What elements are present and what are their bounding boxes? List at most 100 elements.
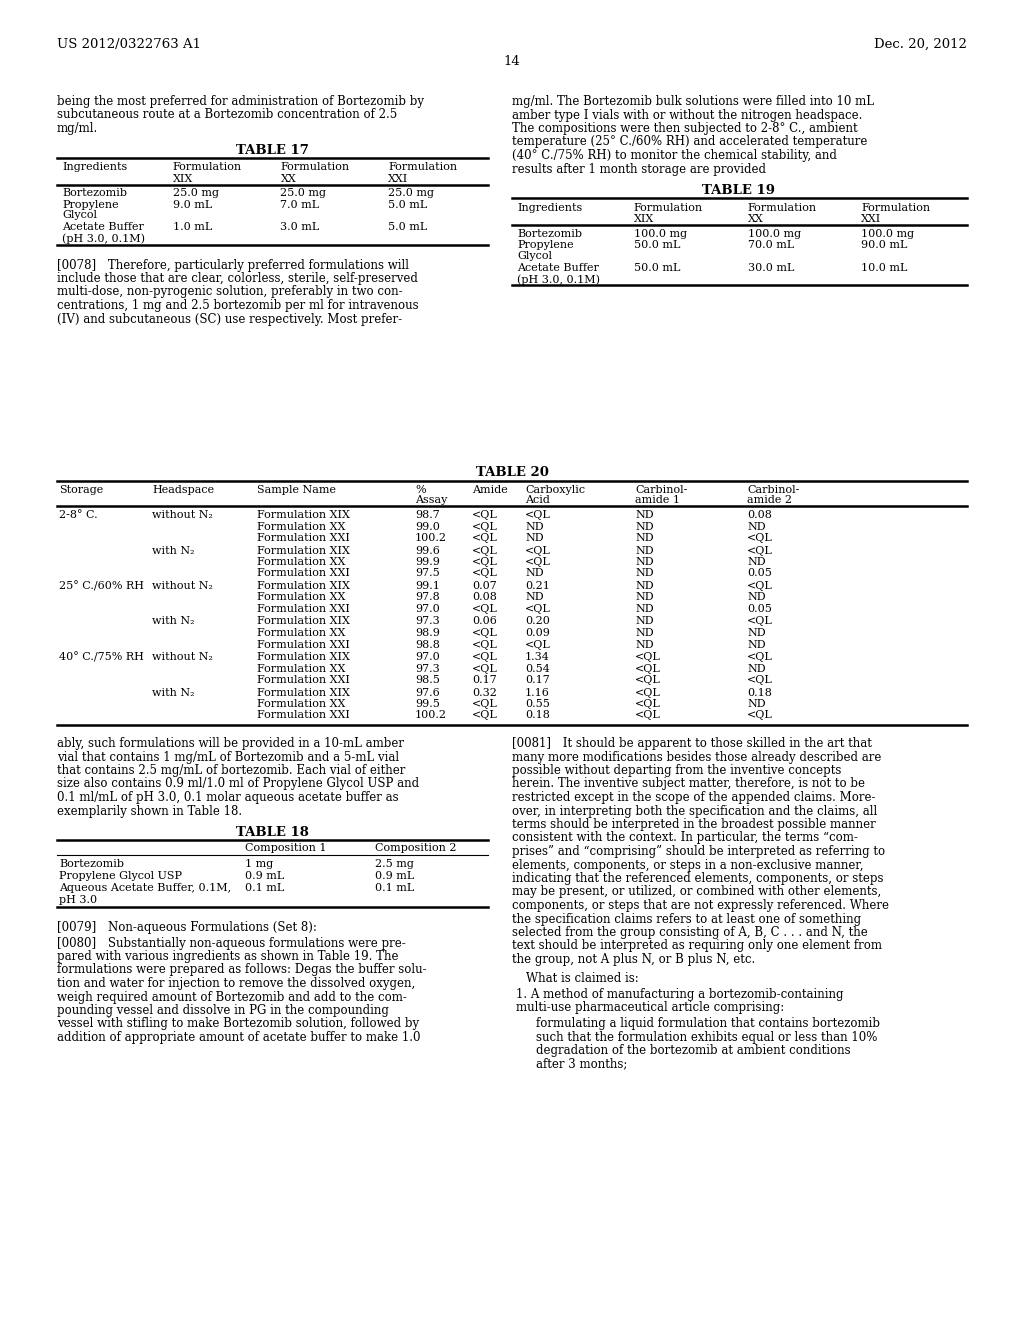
Text: %: % — [415, 484, 426, 495]
Text: 97.0: 97.0 — [415, 605, 439, 614]
Text: weigh required amount of Bortezomib and add to the com-: weigh required amount of Bortezomib and … — [57, 990, 407, 1003]
Text: 97.3: 97.3 — [415, 616, 439, 627]
Text: 1. A method of manufacturing a bortezomib-containing: 1. A method of manufacturing a bortezomi… — [516, 987, 844, 1001]
Text: <QL: <QL — [525, 557, 551, 568]
Text: mg/ml.: mg/ml. — [57, 121, 98, 135]
Text: may be present, or utilized, or combined with other elements,: may be present, or utilized, or combined… — [512, 886, 882, 899]
Text: US 2012/0322763 A1: US 2012/0322763 A1 — [57, 38, 201, 51]
Text: amide 1: amide 1 — [635, 495, 680, 506]
Text: <QL: <QL — [635, 688, 660, 697]
Text: Headspace: Headspace — [152, 484, 214, 495]
Text: pounding vessel and dissolve in PG in the compounding: pounding vessel and dissolve in PG in th… — [57, 1005, 389, 1016]
Text: size also contains 0.9 ml/1.0 ml of Propylene Glycol USP and: size also contains 0.9 ml/1.0 ml of Prop… — [57, 777, 419, 791]
Text: ND: ND — [635, 593, 653, 602]
Text: Dec. 20, 2012: Dec. 20, 2012 — [874, 38, 967, 51]
Text: 50.0 mL: 50.0 mL — [634, 240, 680, 249]
Text: <QL: <QL — [635, 652, 660, 663]
Text: XIX: XIX — [173, 173, 193, 183]
Text: 0.9 mL: 0.9 mL — [245, 871, 285, 880]
Text: <QL: <QL — [472, 545, 498, 556]
Text: many more modifications besides those already described are: many more modifications besides those al… — [512, 751, 882, 763]
Text: 1.16: 1.16 — [525, 688, 550, 697]
Text: 100.2: 100.2 — [415, 533, 447, 543]
Text: XXI: XXI — [388, 173, 409, 183]
Text: XXI: XXI — [861, 214, 882, 224]
Text: 0.55: 0.55 — [525, 700, 550, 709]
Text: Formulation: Formulation — [634, 203, 702, 213]
Text: ND: ND — [635, 628, 653, 638]
Text: Formulation: Formulation — [861, 203, 931, 213]
Text: Ingredients: Ingredients — [517, 203, 583, 213]
Text: <QL: <QL — [525, 605, 551, 614]
Text: after 3 months;: after 3 months; — [536, 1057, 628, 1071]
Text: indicating that the referenced elements, components, or steps: indicating that the referenced elements,… — [512, 873, 884, 884]
Text: <QL: <QL — [472, 710, 498, 721]
Text: What is claimed is:: What is claimed is: — [526, 973, 639, 986]
Text: vessel with stifling to make Bortezomib solution, followed by: vessel with stifling to make Bortezomib … — [57, 1018, 419, 1031]
Text: ND: ND — [525, 521, 544, 532]
Text: 14: 14 — [504, 55, 520, 69]
Text: 5.0 mL: 5.0 mL — [388, 223, 427, 232]
Text: selected from the group consisting of A, B, C . . . and N, the: selected from the group consisting of A,… — [512, 927, 867, 939]
Text: <QL: <QL — [635, 664, 660, 673]
Text: 1 mg: 1 mg — [245, 859, 273, 869]
Text: Propylene: Propylene — [62, 199, 119, 210]
Text: Acid: Acid — [525, 495, 550, 506]
Text: 99.0: 99.0 — [415, 521, 440, 532]
Text: 0.54: 0.54 — [525, 664, 550, 673]
Text: Carboxylic: Carboxylic — [525, 484, 585, 495]
Text: ably, such formulations will be provided in a 10-mL amber: ably, such formulations will be provided… — [57, 737, 404, 750]
Text: 100.0 mg: 100.0 mg — [861, 228, 914, 239]
Text: 100.0 mg: 100.0 mg — [748, 228, 801, 239]
Text: Assay: Assay — [415, 495, 447, 506]
Text: 0.07: 0.07 — [472, 581, 497, 591]
Text: 25.0 mg: 25.0 mg — [388, 189, 434, 198]
Text: prises” and “comprising” should be interpreted as referring to: prises” and “comprising” should be inter… — [512, 845, 885, 858]
Text: <QL: <QL — [746, 533, 773, 543]
Text: 99.1: 99.1 — [415, 581, 440, 591]
Text: Formulation XX: Formulation XX — [257, 521, 345, 532]
Text: The compositions were then subjected to 2-8° C., ambient: The compositions were then subjected to … — [512, 121, 858, 135]
Text: ND: ND — [746, 521, 766, 532]
Text: Formulation XXI: Formulation XXI — [257, 710, 350, 721]
Text: 25.0 mg: 25.0 mg — [281, 189, 327, 198]
Text: Propylene Glycol USP: Propylene Glycol USP — [59, 871, 182, 880]
Text: 25.0 mg: 25.0 mg — [173, 189, 219, 198]
Text: Formulation XXI: Formulation XXI — [257, 675, 350, 685]
Text: 70.0 mL: 70.0 mL — [748, 240, 794, 249]
Text: mg/ml. The Bortezomib bulk solutions were filled into 10 mL: mg/ml. The Bortezomib bulk solutions wer… — [512, 95, 874, 108]
Text: <QL: <QL — [525, 510, 551, 520]
Text: the specification claims refers to at least one of something: the specification claims refers to at le… — [512, 912, 861, 925]
Text: <QL: <QL — [746, 581, 773, 591]
Text: <QL: <QL — [472, 533, 498, 543]
Text: 0.18: 0.18 — [746, 688, 772, 697]
Text: 90.0 mL: 90.0 mL — [861, 240, 907, 249]
Text: 0.1 mL: 0.1 mL — [245, 883, 285, 894]
Text: include those that are clear, colorless, sterile, self-preserved: include those that are clear, colorless,… — [57, 272, 418, 285]
Text: Formulation XX: Formulation XX — [257, 628, 345, 638]
Text: <QL: <QL — [746, 652, 773, 663]
Text: Ingredients: Ingredients — [62, 162, 127, 173]
Text: Aqueous Acetate Buffer, 0.1M,: Aqueous Acetate Buffer, 0.1M, — [59, 883, 231, 894]
Text: ND: ND — [635, 557, 653, 568]
Text: 0.32: 0.32 — [472, 688, 497, 697]
Text: <QL: <QL — [472, 510, 498, 520]
Text: 2-8° C.: 2-8° C. — [59, 510, 97, 520]
Text: Formulation: Formulation — [173, 162, 242, 173]
Text: <QL: <QL — [472, 605, 498, 614]
Text: 100.0 mg: 100.0 mg — [634, 228, 687, 239]
Text: Sample Name: Sample Name — [257, 484, 336, 495]
Text: ND: ND — [635, 605, 653, 614]
Text: Bortezomib: Bortezomib — [517, 228, 582, 239]
Text: Formulation XXI: Formulation XXI — [257, 569, 350, 578]
Text: formulations were prepared as follows: Degas the buffer solu-: formulations were prepared as follows: D… — [57, 964, 427, 977]
Text: being the most preferred for administration of Bortezomib by: being the most preferred for administrat… — [57, 95, 424, 108]
Text: ND: ND — [746, 593, 766, 602]
Text: <QL: <QL — [525, 639, 551, 649]
Text: 9.0 mL: 9.0 mL — [173, 199, 212, 210]
Text: <QL: <QL — [525, 545, 551, 556]
Text: 0.1 mL: 0.1 mL — [375, 883, 415, 894]
Text: the group, not A plus N, or B plus N, etc.: the group, not A plus N, or B plus N, et… — [512, 953, 756, 966]
Text: 98.8: 98.8 — [415, 639, 440, 649]
Text: 99.9: 99.9 — [415, 557, 440, 568]
